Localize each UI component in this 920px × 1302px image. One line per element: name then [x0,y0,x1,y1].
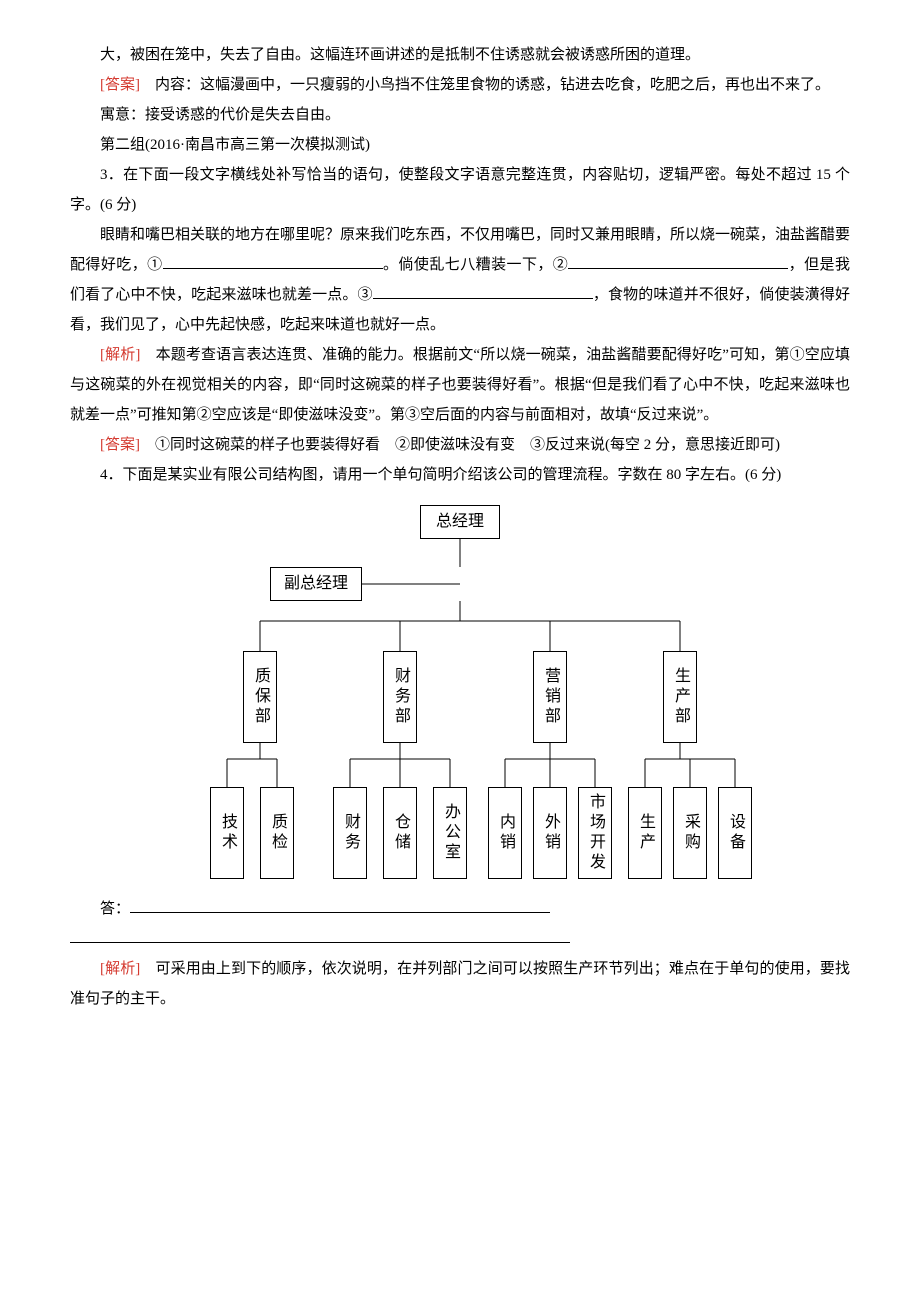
node-leaf: 内销 [488,787,522,879]
node-leaf: 市场开发 [578,787,612,879]
connector-svg [150,567,770,601]
node-dept-fin: 财务部 [383,651,417,743]
q3-answer: [答案] ①同时这碗菜的样子也要装得好看 ②即使滋味没有变 ③反过来说(每空 2… [70,430,850,460]
node-dept-prod: 生产部 [663,651,697,743]
answer-text: 内容：这幅漫画中，一只瘦弱的小鸟挡不住笼里食物的诱惑，钻进去吃食，吃肥之后，再也… [140,77,830,93]
q3-text-b: 。倘使乱七八糟装一下，② [383,257,569,273]
blank-answer-line2 [70,927,570,943]
analyze-text: 可采用由上到下的顺序，依次说明，在并列部门之间可以按照生产环节列出；难点在于单句… [70,961,850,1007]
blank-answer [130,897,550,913]
group-header: 第二组(2016·南昌市高三第一次模拟测试) [70,130,850,160]
answer-line: 答： [70,894,850,924]
q3-stem: 3．在下面一段文字横线处补写恰当的语句，使整段文字语意完整连贯，内容贴切，逻辑严… [70,160,850,220]
blank-3 [373,283,593,299]
connector-svg [150,539,770,567]
connector-svg [150,743,770,787]
node-leaf: 办公室 [433,787,467,879]
q4-stem: 4．下面是某实业有限公司结构图，请用一个单句简明介绍该公司的管理流程。字数在 8… [70,460,850,490]
answer-label: [答案] [100,77,140,93]
node-leaf: 采购 [673,787,707,879]
node-leaf: 外销 [533,787,567,879]
node-dept-qa: 质保部 [243,651,277,743]
blank-2 [568,253,788,269]
node-leaf: 技术 [210,787,244,879]
node-leaf: 财务 [333,787,367,879]
moral-text: 寓意：接受诱惑的代价是失去自由。 [70,100,850,130]
answer-block: [答案] 内容：这幅漫画中，一只瘦弱的小鸟挡不住笼里食物的诱惑，钻进去吃食，吃肥… [70,70,850,100]
paragraph-text: 大，被困在笼中，失去了自由。这幅连环画讲述的是抵制不住诱惑就会被诱惑所困的道理。 [70,40,850,70]
analyze-label: [解析] [100,961,140,977]
answer-text: ①同时这碗菜的样子也要装得好看 ②即使滋味没有变 ③反过来说(每空 2 分，意思… [140,437,780,453]
q3-body: 眼睛和嘴巴相关联的地方在哪里呢？原来我们吃东西，不仅用嘴巴，同时又兼用眼睛，所以… [70,220,850,340]
analyze-label: [解析] [100,347,140,363]
org-chart: 总经理 副总经理 质保部 财务部 [70,505,850,879]
q3-analyze: [解析] 本题考查语言表达连贯、准确的能力。根据前文“所以烧一碗菜，油盐酱醋要配… [70,340,850,430]
answer-prefix: 答： [100,901,130,917]
node-leaf: 仓储 [383,787,417,879]
answer-label: [答案] [100,437,140,453]
blank-1 [163,253,383,269]
q4-analyze: [解析] 可采用由上到下的顺序，依次说明，在并列部门之间可以按照生产环节列出；难… [70,954,850,1014]
node-leaf: 质检 [260,787,294,879]
analyze-text: 本题考查语言表达连贯、准确的能力。根据前文“所以烧一碗菜，油盐酱醋要配得好吃”可… [70,347,850,423]
answer-line-cont [70,924,850,954]
connector-svg [150,601,770,651]
node-leaf: 设备 [718,787,752,879]
node-gm: 总经理 [420,505,500,539]
node-dept-mkt: 营销部 [533,651,567,743]
node-leaf: 生产 [628,787,662,879]
